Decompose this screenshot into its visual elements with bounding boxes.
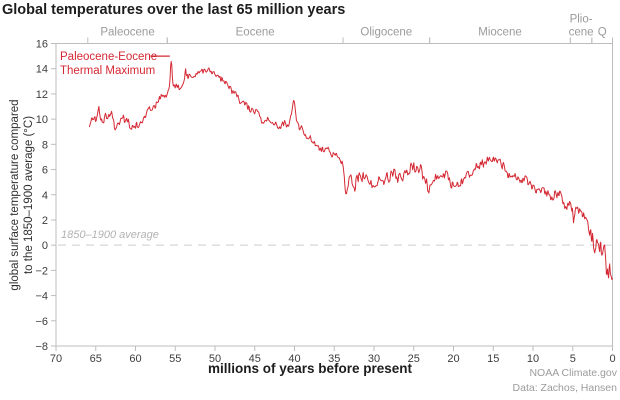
- petm-annotation-line1: Paleocene-Eocene: [60, 51, 158, 63]
- y-tick-label: −6: [35, 316, 48, 328]
- x-tick-label: 45: [249, 353, 261, 365]
- y-tick-label: 12: [36, 89, 48, 101]
- petm-annotation-line2: Thermal Maximum: [60, 65, 156, 77]
- y-tick-label: −8: [35, 341, 48, 353]
- baseline-average-label: 1850–1900 average: [61, 229, 159, 241]
- y-tick-label: 2: [42, 215, 48, 227]
- epoch-label: cene: [569, 27, 594, 39]
- epoch-label: Q: [598, 27, 607, 39]
- y-tick-label: 4: [42, 190, 48, 202]
- epoch-label: Eocene: [236, 27, 275, 39]
- x-tick-label: 30: [368, 353, 380, 365]
- x-tick-label: 5: [570, 353, 576, 365]
- epoch-label: Plio-: [570, 14, 593, 26]
- plot-border: [55, 43, 613, 347]
- y-tick-label: 8: [42, 139, 48, 151]
- x-tick-label: 40: [288, 353, 300, 365]
- petm-annotation: Paleocene-Eocene Thermal Maximum: [60, 50, 157, 78]
- x-tick-label: 35: [328, 353, 340, 365]
- y-tick-label: 10: [36, 114, 48, 126]
- epoch-label: Miocene: [478, 27, 521, 39]
- y-axis-title-line1: global surface temperature compared: [9, 99, 21, 291]
- y-tick-label: 16: [36, 39, 48, 51]
- x-tick-label: 0: [609, 353, 615, 365]
- x-tick-label: 65: [90, 353, 102, 365]
- epoch-label: Paleocene: [100, 27, 154, 39]
- x-tick-label: 55: [169, 353, 181, 365]
- chart-title: Global temperatures over the last 65 mil…: [2, 2, 346, 18]
- source-credits: NOAA Climate.gov Data: Zachos, Hansen: [513, 366, 617, 395]
- x-tick-label: 60: [129, 353, 141, 365]
- x-tick-label: 10: [527, 353, 539, 365]
- temperature-line: [88, 61, 613, 281]
- y-tick-label: 14: [36, 64, 48, 76]
- y-tick-label: 6: [42, 165, 48, 177]
- x-axis-title: millions of years before present: [207, 361, 413, 376]
- x-tick-label: 70: [50, 353, 62, 365]
- y-tick-label: −4: [35, 291, 48, 303]
- y-tick-label: 0: [42, 240, 48, 252]
- x-tick-label: 20: [447, 353, 459, 365]
- epoch-label: Oligocene: [360, 27, 412, 39]
- credit-line-1: NOAA Climate.gov: [529, 367, 617, 379]
- x-tick-label: 50: [209, 353, 221, 365]
- credit-line-2: Data: Zachos, Hansen: [512, 381, 617, 394]
- y-tick-label: −2: [35, 265, 48, 277]
- y-axis-title-line2: to the 1850–1900 average (°C): [23, 115, 35, 275]
- x-tick-label: 15: [487, 353, 499, 365]
- x-tick-label: 25: [408, 353, 420, 365]
